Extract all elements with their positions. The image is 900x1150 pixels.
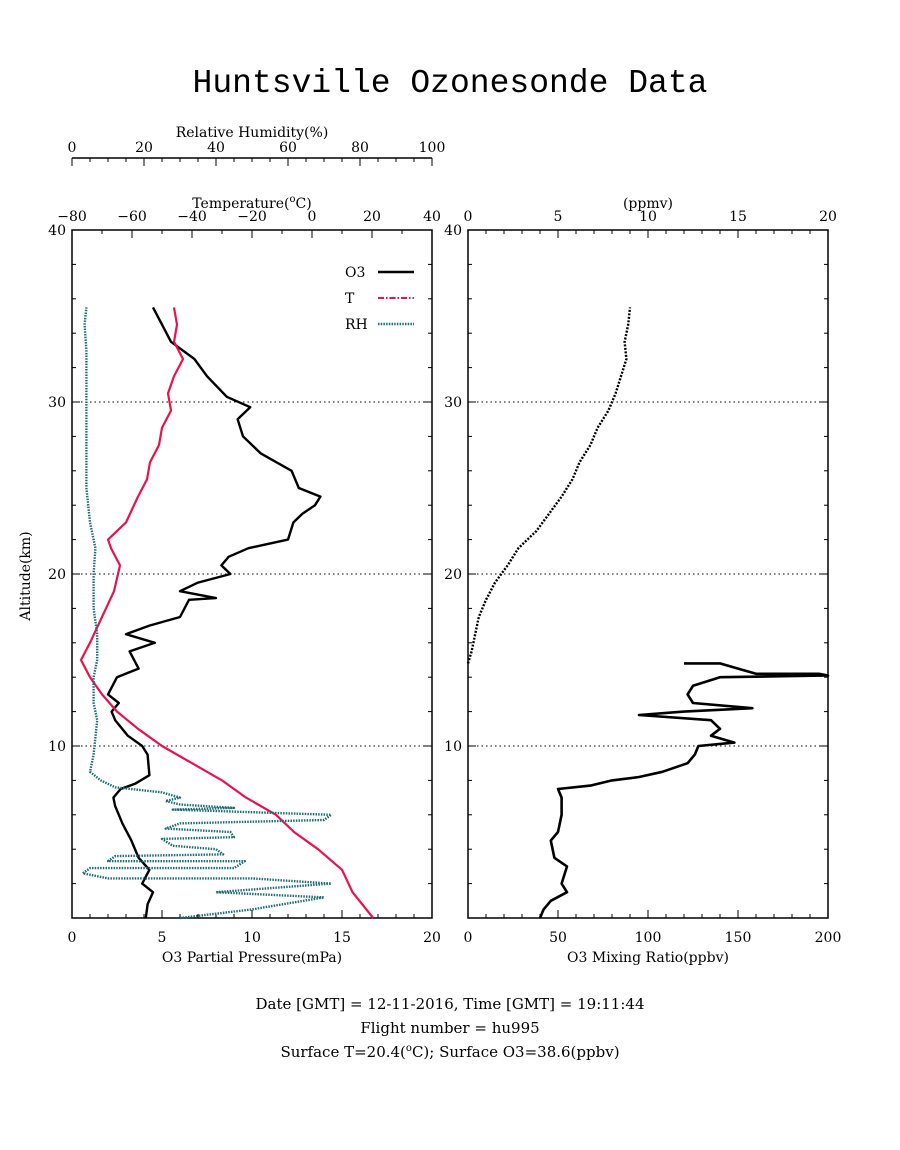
left-bottom-ticklabel-0: 0 (68, 930, 77, 946)
right-bottom-ticklabel-100: 100 (635, 930, 662, 946)
right-ylabel-40: 40 (444, 223, 462, 239)
left-temp-ticklabel-0: 0 (308, 209, 317, 225)
series-line-rh (81, 307, 333, 920)
left-panel: 0 5 10 15 20 −80 −60 −40 −20 0 20 40 0 20 40 60 80 100 10 2… (48, 140, 445, 946)
right-ylabel-20: 20 (444, 567, 462, 583)
legend-label-o3: O3 (345, 265, 365, 281)
left-ylabel-10: 10 (48, 739, 66, 755)
left-temp-ticklabel--20: −20 (237, 209, 267, 225)
mixing-ratio-line-lower (538, 662, 830, 919)
left-ylabel-40: 40 (48, 223, 66, 239)
legend-label-rh: RH (345, 317, 368, 333)
chart-title: Huntsville Ozonesonde Data (193, 65, 708, 102)
footer-flight-number: Flight number = hu995 (360, 1019, 540, 1037)
right-top-ticklabel-0: 0 (464, 209, 473, 225)
footer-surface-values: Surface T=20.4(oC); Surface O3=38.6(ppbv… (280, 1043, 620, 1061)
right-top-ticklabel-10: 10 (639, 209, 657, 225)
left-bottom-ticklabel-20: 20 (423, 930, 441, 946)
left-ylabel-20: 20 (48, 567, 66, 583)
right-ylabel-30: 30 (444, 395, 462, 411)
left-ylabel-30: 30 (48, 395, 66, 411)
right-top-ticklabel-5: 5 (554, 209, 563, 225)
right-top-ticklabel-20: 20 (819, 209, 837, 225)
left-temp-ticklabel--80: −80 (57, 209, 87, 225)
right-bottom-ticklabel-50: 50 (549, 930, 567, 946)
series-line-o3 (106, 306, 322, 919)
ppmv-axis-label: (ppmv) (623, 196, 673, 212)
right-bottom-ticklabel-0: 0 (464, 930, 473, 946)
left-temp-ticklabel--60: −60 (117, 209, 147, 225)
o3-partial-pressure-axis-label: O3 Partial Pressure(mPa) (162, 950, 342, 966)
footer-date-time: Date [GMT] = 12-11-2016, Time [GMT] = 19… (255, 995, 645, 1013)
left-rh-ticklabel-40: 40 (207, 140, 225, 156)
right-top-ticklabel-15: 15 (729, 209, 747, 225)
right-ylabel-10: 10 (444, 739, 462, 755)
legend: O3 T RH (345, 265, 414, 333)
legend-label-t: T (345, 291, 355, 307)
left-bottom-ticklabel-5: 5 (158, 930, 167, 946)
right-panel: 0 50 100 150 200 0 5 10 15 20 10 20 30 40 (444, 209, 841, 946)
right-bottom-ticklabel-200: 200 (815, 930, 842, 946)
left-temp-ticklabel--40: −40 (177, 209, 207, 225)
left-rh-ticklabel-60: 60 (279, 140, 297, 156)
mixing-ratio-line-upper (466, 307, 632, 664)
left-temp-ticklabel-20: 20 (363, 209, 381, 225)
left-bottom-ticklabel-10: 10 (243, 930, 261, 946)
o3-mixing-ratio-axis-label: O3 Mixing Ratio(ppbv) (567, 950, 729, 966)
altitude-axis-label: Altitude(km) (18, 531, 34, 621)
left-rh-ticklabel-100: 100 (419, 140, 446, 156)
right-bottom-ticklabel-150: 150 (725, 930, 752, 946)
left-bottom-ticklabel-15: 15 (333, 930, 351, 946)
temperature-axis-label: Temperature(oC) (192, 194, 311, 212)
left-rh-ticklabel-80: 80 (351, 140, 369, 156)
left-rh-ticklabel-20: 20 (135, 140, 153, 156)
left-temp-ticklabel-40: 40 (423, 209, 441, 225)
left-rh-ticklabel-0: 0 (68, 140, 77, 156)
rh-axis-label: Relative Humidity(%) (176, 125, 329, 141)
series-line-t (79, 307, 375, 919)
